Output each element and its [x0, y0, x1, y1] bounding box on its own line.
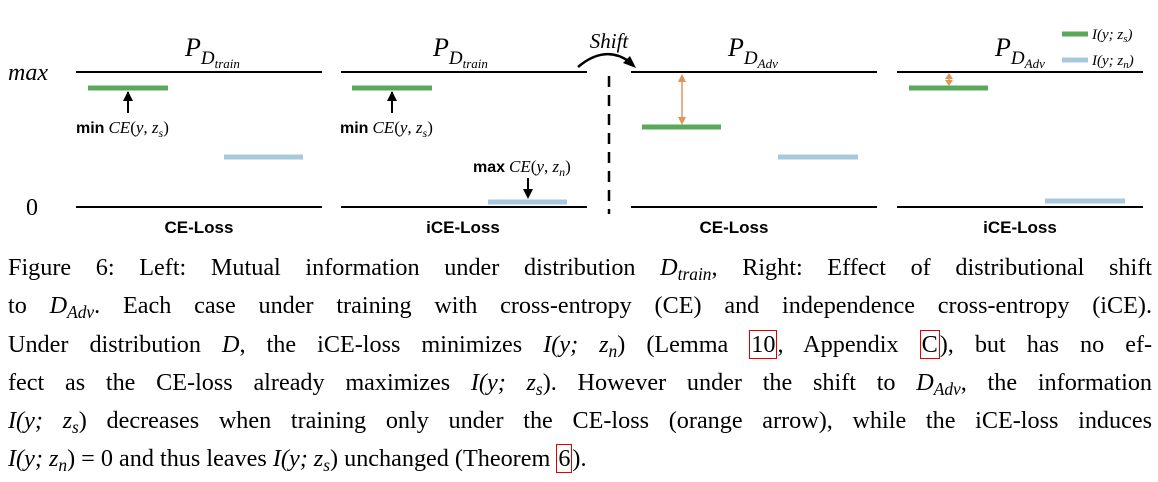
shift-arrow-head	[623, 56, 636, 68]
up-arrow-head	[387, 91, 397, 101]
lemma-ref-link[interactable]: 10	[749, 329, 778, 359]
orange-arrow-head-bottom	[945, 80, 953, 86]
shift-label: Shift	[590, 29, 630, 53]
orange-arrow-head-top	[945, 73, 953, 79]
loss-label: CE-Loss	[700, 218, 769, 237]
distribution-label: PDtrain	[184, 33, 240, 71]
figure-caption: Figure 6: Left: Mutual information under…	[8, 252, 1152, 482]
legend-label-zn: I(y; zn)	[1091, 53, 1134, 71]
orange-arrow-head-top	[678, 74, 686, 82]
panel-3: PDAdv CE-Loss	[631, 33, 877, 237]
down-arrow-head	[523, 189, 533, 199]
loss-label: CE-Loss	[165, 218, 234, 237]
appendix-ref-link[interactable]: C	[919, 329, 940, 359]
y-max-label: max	[8, 60, 48, 86]
min-ce-annotation: min CE(y, zs)	[340, 118, 433, 140]
caption-line-6: I(y; zn) = 0 and thus leaves I(y; zs) un…	[8, 444, 587, 476]
min-ce-annotation: min CE(y, zs)	[76, 118, 169, 140]
caption-line-1: Figure 6: Left: Mutual information under…	[8, 254, 1153, 284]
y-zero-label: 0	[26, 195, 38, 221]
loss-label: iCE-Loss	[983, 218, 1057, 237]
orange-arrow-head-bottom	[678, 117, 686, 125]
max-ce-annotation: max CE(y, zn)	[473, 157, 571, 179]
distribution-label: PDAdv	[994, 33, 1045, 71]
legend-label-zs: I(y; zs)	[1091, 27, 1133, 45]
caption-line-2: to DAdv. Each case under training with c…	[8, 292, 1152, 323]
up-arrow-head	[123, 91, 133, 101]
caption-line-5: I(y; zs) decreases when training only un…	[8, 407, 1152, 437]
caption-line-3: Under distribution D, the iCE-loss minim…	[8, 329, 1153, 361]
legend: I(y; zs) I(y; zn)	[1062, 27, 1134, 71]
loss-label: iCE-Loss	[426, 218, 500, 237]
distribution-label: PDtrain	[432, 33, 488, 71]
distribution-label: PDAdv	[727, 33, 778, 71]
caption-line-4: fect as the CE-loss already maximizes I(…	[8, 368, 1153, 399]
theorem-ref-link[interactable]: 6	[556, 444, 573, 474]
shift-arrow	[577, 53, 631, 68]
shift-separator: Shift	[577, 29, 636, 214]
panel-1: PDtrain min CE(y, zs) CE-Loss	[76, 33, 322, 237]
figure-diagram: max 0 PDtrain min CE(y, zs) CE-Loss PDtra…	[8, 27, 1143, 237]
panel-2: PDtrain min CE(y, zs) max CE(y, zn) iCE-Lo…	[340, 33, 587, 237]
